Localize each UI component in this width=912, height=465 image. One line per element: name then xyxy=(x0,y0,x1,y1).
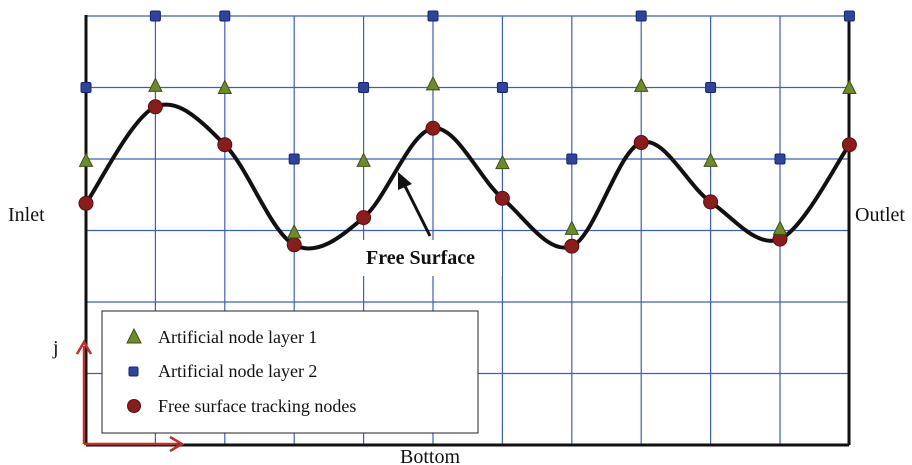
tracking-node xyxy=(425,120,441,136)
layer1-node-markers xyxy=(78,75,857,239)
layer2-node xyxy=(149,10,161,22)
layer2-node xyxy=(566,153,578,165)
layer2-node xyxy=(288,153,300,165)
layer2-node xyxy=(843,10,855,22)
layer2-node xyxy=(705,82,717,93)
layer2-node xyxy=(496,82,508,93)
i-arrow-head-icon xyxy=(169,435,185,453)
tracking-node xyxy=(217,137,233,153)
layer1-node xyxy=(356,152,371,167)
layer1-node xyxy=(564,220,580,235)
layer2-node xyxy=(427,10,439,22)
tracking-node-markers xyxy=(78,99,857,254)
tracking-node xyxy=(78,195,94,211)
layer2-node-markers xyxy=(80,10,855,165)
layer1-node xyxy=(286,223,302,239)
free-surface-curve xyxy=(84,102,852,251)
layer2-node xyxy=(635,10,647,22)
free-surface-label: Free Surface xyxy=(366,247,475,269)
triangle-icon xyxy=(126,327,142,344)
free-surface-label-bg xyxy=(360,240,502,276)
legend-box xyxy=(101,310,479,434)
tracking-node xyxy=(703,194,719,210)
layer1-node xyxy=(772,220,788,235)
outlet-label: Outlet xyxy=(855,204,905,226)
layer2-node xyxy=(219,10,231,22)
free-surface-arrow xyxy=(398,172,432,237)
tracking-node xyxy=(494,190,510,206)
tracking-node xyxy=(147,99,163,115)
square-icon xyxy=(128,366,139,377)
legend: Artificial node layer 1 Artificial node … xyxy=(101,310,479,434)
inlet-label: Inlet xyxy=(8,204,45,226)
layer1-node xyxy=(148,77,163,92)
tracking-node xyxy=(564,238,580,254)
layer2-node xyxy=(358,82,370,93)
layer1-node xyxy=(78,152,94,167)
layer1-node xyxy=(633,77,649,92)
layer1-node xyxy=(495,154,510,170)
layer1-node xyxy=(217,79,233,94)
axis-j-label: j xyxy=(52,337,59,359)
legend-layer2-label: Artificial node layer 2 xyxy=(158,361,317,381)
tracking-node xyxy=(841,137,857,153)
axes-arrows xyxy=(75,339,185,453)
layer1-node xyxy=(425,75,441,91)
layer1-node xyxy=(842,79,857,94)
legend-tracking-label: Free surface tracking nodes xyxy=(158,396,356,416)
bottom-label: Bottom xyxy=(400,446,460,465)
layer2-node xyxy=(80,82,92,93)
tracking-node xyxy=(633,135,649,151)
circle-icon xyxy=(127,399,141,413)
layer2-node xyxy=(774,153,786,165)
layer1-node xyxy=(703,152,718,167)
tracking-node xyxy=(286,237,302,253)
legend-layer1-label: Artificial node layer 1 xyxy=(158,327,317,347)
j-arrow-head-icon xyxy=(75,339,93,355)
tracking-node xyxy=(356,210,372,226)
